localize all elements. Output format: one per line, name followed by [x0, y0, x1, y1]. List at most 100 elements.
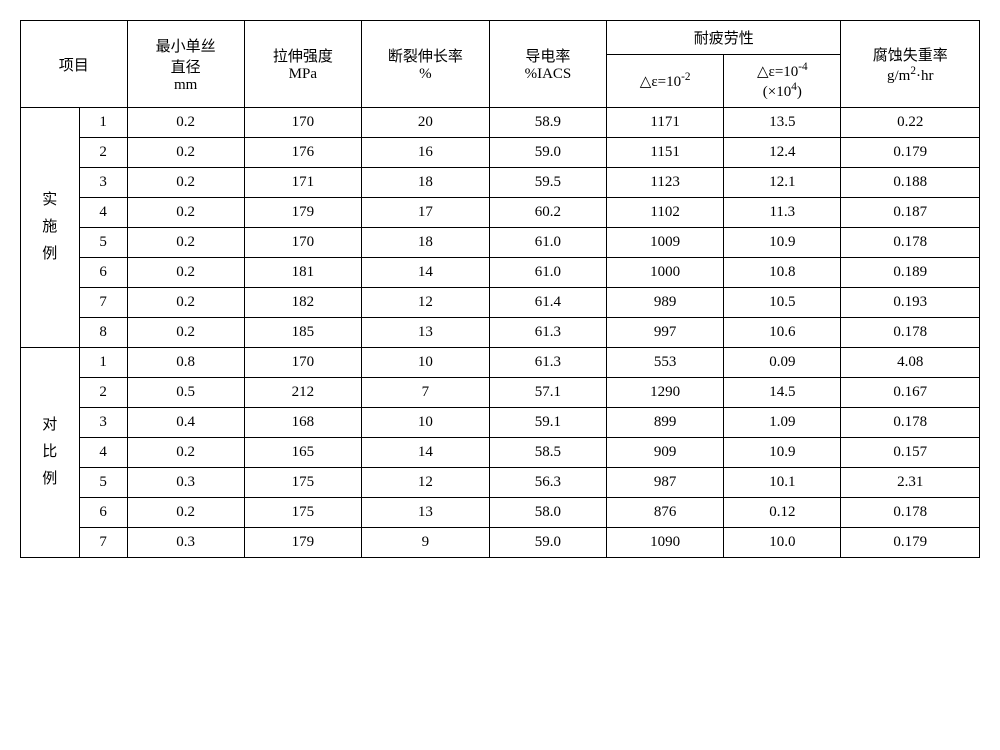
- cell-conductivity: 59.1: [489, 408, 606, 438]
- cell-fatigue2: 10.0: [724, 528, 841, 558]
- cell-conductivity: 60.2: [489, 198, 606, 228]
- cell-fatigue1: 987: [607, 468, 724, 498]
- cell-corrosion: 2.31: [841, 468, 980, 498]
- row-index: 7: [79, 288, 127, 318]
- cell-fatigue1: 1009: [607, 228, 724, 258]
- cell-fatigue2: 13.5: [724, 108, 841, 138]
- cell-elongation: 18: [361, 168, 489, 198]
- row-index: 8: [79, 318, 127, 348]
- cell-diameter: 0.2: [127, 138, 244, 168]
- cell-fatigue1: 1000: [607, 258, 724, 288]
- cell-conductivity: 61.4: [489, 288, 606, 318]
- cell-fatigue2: 10.9: [724, 228, 841, 258]
- cell-tensile: 212: [244, 378, 361, 408]
- cell-fatigue2: 1.09: [724, 408, 841, 438]
- row-index: 3: [79, 168, 127, 198]
- cell-elongation: 18: [361, 228, 489, 258]
- cell-diameter: 0.2: [127, 108, 244, 138]
- group-label: 对比例: [21, 348, 80, 558]
- cell-elongation: 14: [361, 258, 489, 288]
- table-row: 70.21821261.498910.50.193: [21, 288, 980, 318]
- cell-fatigue1: 909: [607, 438, 724, 468]
- cell-corrosion: 0.22: [841, 108, 980, 138]
- cell-fatigue2: 12.1: [724, 168, 841, 198]
- cell-tensile: 176: [244, 138, 361, 168]
- col-fatigue-1: △ε=10-2: [607, 55, 724, 108]
- row-index: 3: [79, 408, 127, 438]
- cell-diameter: 0.2: [127, 168, 244, 198]
- cell-corrosion: 0.189: [841, 258, 980, 288]
- cell-conductivity: 58.0: [489, 498, 606, 528]
- cell-diameter: 0.2: [127, 198, 244, 228]
- cell-elongation: 10: [361, 348, 489, 378]
- cell-fatigue1: 1102: [607, 198, 724, 228]
- cell-fatigue2: 14.5: [724, 378, 841, 408]
- cell-tensile: 175: [244, 498, 361, 528]
- cell-diameter: 0.4: [127, 408, 244, 438]
- table-row: 20.5212757.1129014.50.167: [21, 378, 980, 408]
- table-row: 50.21701861.0100910.90.178: [21, 228, 980, 258]
- row-index: 6: [79, 258, 127, 288]
- cell-elongation: 16: [361, 138, 489, 168]
- cell-fatigue2: 10.6: [724, 318, 841, 348]
- cell-corrosion: 0.157: [841, 438, 980, 468]
- table-row: 对比例10.81701061.35530.094.08: [21, 348, 980, 378]
- table-row: 40.21651458.590910.90.157: [21, 438, 980, 468]
- table-row: 60.21751358.08760.120.178: [21, 498, 980, 528]
- row-index: 5: [79, 468, 127, 498]
- row-index: 5: [79, 228, 127, 258]
- table-row: 30.41681059.18991.090.178: [21, 408, 980, 438]
- col-elongation: 断裂伸长率 %: [361, 21, 489, 108]
- cell-tensile: 182: [244, 288, 361, 318]
- table-row: 20.21761659.0115112.40.179: [21, 138, 980, 168]
- cell-corrosion: 0.193: [841, 288, 980, 318]
- cell-corrosion: 0.178: [841, 408, 980, 438]
- table-row: 实施例10.21702058.9117113.50.22: [21, 108, 980, 138]
- cell-elongation: 9: [361, 528, 489, 558]
- cell-conductivity: 58.9: [489, 108, 606, 138]
- cell-elongation: 13: [361, 498, 489, 528]
- cell-fatigue2: 12.4: [724, 138, 841, 168]
- cell-corrosion: 0.178: [841, 498, 980, 528]
- cell-fatigue1: 1290: [607, 378, 724, 408]
- cell-elongation: 12: [361, 468, 489, 498]
- cell-corrosion: 0.179: [841, 528, 980, 558]
- cell-elongation: 12: [361, 288, 489, 318]
- row-index: 2: [79, 138, 127, 168]
- cell-fatigue1: 899: [607, 408, 724, 438]
- cell-corrosion: 4.08: [841, 348, 980, 378]
- cell-conductivity: 59.0: [489, 138, 606, 168]
- cell-tensile: 179: [244, 198, 361, 228]
- cell-diameter: 0.3: [127, 528, 244, 558]
- group-label: 实施例: [21, 108, 80, 348]
- cell-tensile: 170: [244, 228, 361, 258]
- cell-conductivity: 58.5: [489, 438, 606, 468]
- cell-elongation: 7: [361, 378, 489, 408]
- cell-fatigue1: 553: [607, 348, 724, 378]
- col-fatigue-group: 耐疲劳性: [607, 21, 841, 55]
- cell-tensile: 179: [244, 528, 361, 558]
- cell-tensile: 170: [244, 348, 361, 378]
- cell-diameter: 0.2: [127, 228, 244, 258]
- cell-elongation: 20: [361, 108, 489, 138]
- cell-elongation: 17: [361, 198, 489, 228]
- col-corrosion: 腐蚀失重率g/m2·hr: [841, 21, 980, 108]
- cell-diameter: 0.5: [127, 378, 244, 408]
- cell-diameter: 0.2: [127, 258, 244, 288]
- table-row: 70.3179959.0109010.00.179: [21, 528, 980, 558]
- cell-fatigue1: 989: [607, 288, 724, 318]
- cell-fatigue2: 10.5: [724, 288, 841, 318]
- table-body: 实施例10.21702058.9117113.50.2220.21761659.…: [21, 108, 980, 558]
- row-index: 4: [79, 198, 127, 228]
- cell-conductivity: 61.3: [489, 348, 606, 378]
- row-index: 2: [79, 378, 127, 408]
- cell-fatigue1: 1151: [607, 138, 724, 168]
- cell-fatigue2: 11.3: [724, 198, 841, 228]
- cell-tensile: 165: [244, 438, 361, 468]
- cell-conductivity: 61.0: [489, 258, 606, 288]
- cell-tensile: 181: [244, 258, 361, 288]
- row-index: 7: [79, 528, 127, 558]
- row-index: 4: [79, 438, 127, 468]
- row-index: 1: [79, 108, 127, 138]
- col-fatigue-2: △ε=10-4(×104): [724, 55, 841, 108]
